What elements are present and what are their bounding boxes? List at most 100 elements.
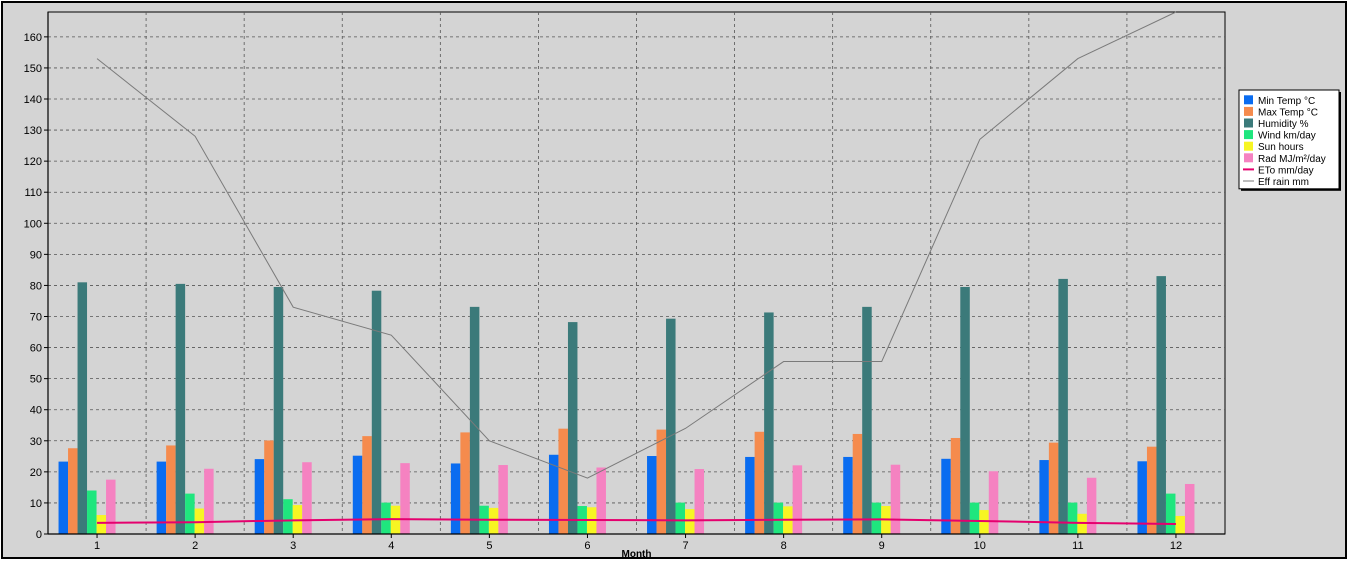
axes-layer: 0102030405060708090100110120130140150160… xyxy=(24,12,1225,560)
x-tick-label: 5 xyxy=(486,540,492,552)
y-tick-label: 160 xyxy=(24,32,42,44)
x-axis-title: Month xyxy=(622,549,652,560)
legend-label: ETo mm/day xyxy=(1258,165,1314,176)
bar-sun xyxy=(1077,513,1087,534)
bar-max xyxy=(1146,446,1157,534)
bar-humidity xyxy=(1156,276,1166,534)
bar-rad xyxy=(302,462,312,534)
bar-humidity xyxy=(960,286,970,534)
lines-layer xyxy=(96,11,1177,526)
bar-wind xyxy=(675,502,686,534)
bar-humidity xyxy=(764,312,774,534)
x-tick-label: 6 xyxy=(584,540,590,552)
bar-rad xyxy=(792,465,803,534)
bar-humidity xyxy=(666,318,676,534)
bar-min xyxy=(58,461,69,534)
x-tick-label: 1 xyxy=(94,540,100,552)
bar-min xyxy=(745,456,755,534)
bar-rad xyxy=(1184,483,1195,534)
bar-sun xyxy=(979,510,989,534)
grid-layer xyxy=(47,11,1226,535)
y-tick-label: 120 xyxy=(24,156,42,168)
bar-wind xyxy=(969,502,980,534)
bar-wind xyxy=(1067,502,1078,534)
bar-wind xyxy=(773,502,784,534)
bar-rad xyxy=(204,468,214,534)
bar-max xyxy=(558,428,568,534)
bar-max xyxy=(656,429,667,534)
bar-humidity xyxy=(1058,278,1068,534)
bar-wind xyxy=(1165,493,1176,534)
legend-box xyxy=(1238,89,1340,190)
x-tick-label: 11 xyxy=(1072,540,1083,552)
bar-rad xyxy=(498,465,508,534)
bar-min xyxy=(843,456,853,534)
bar-max xyxy=(1048,442,1059,534)
bar-max xyxy=(264,440,274,534)
bar-rad xyxy=(596,467,606,534)
legend-label: Sun hours xyxy=(1258,142,1304,153)
bar-rad xyxy=(106,479,116,534)
bar-rad xyxy=(890,464,901,534)
y-tick-label: 140 xyxy=(24,94,42,106)
y-tick-label: 60 xyxy=(30,343,42,355)
bar-rad xyxy=(694,469,705,534)
bar-min xyxy=(352,455,363,534)
legend-swatch xyxy=(1244,95,1253,105)
x-tick-label: 7 xyxy=(682,540,688,552)
legend-swatch xyxy=(1244,153,1253,163)
bar-humidity xyxy=(175,283,186,534)
y-tick-label: 30 xyxy=(30,436,42,448)
x-tick-label: 12 xyxy=(1170,540,1182,552)
x-tick-label: 2 xyxy=(192,540,198,552)
bar-min xyxy=(941,458,951,534)
bar-min xyxy=(647,456,657,534)
bar-max xyxy=(754,431,765,534)
series-line-eff xyxy=(96,11,1177,479)
bar-wind xyxy=(185,493,195,534)
bar-sun xyxy=(1175,515,1185,534)
bar-sun xyxy=(685,509,695,534)
bar-wind xyxy=(871,502,882,534)
y-tick-label: 90 xyxy=(30,249,42,261)
y-tick-label: 100 xyxy=(24,218,42,230)
y-tick-label: 70 xyxy=(30,312,42,324)
bar-min xyxy=(548,454,559,534)
x-tick-label: 10 xyxy=(974,540,986,552)
y-tick-label: 50 xyxy=(30,374,42,386)
bar-min xyxy=(254,459,265,534)
bar-sun xyxy=(96,515,107,534)
bar-humidity xyxy=(862,306,872,534)
x-tick-label: 8 xyxy=(781,540,787,552)
y-tick-label: 40 xyxy=(30,405,42,417)
bar-rad xyxy=(1086,477,1097,534)
bar-min xyxy=(450,463,461,534)
legend-label: Wind km/day xyxy=(1258,131,1316,142)
bar-wind xyxy=(87,490,97,534)
bar-sun xyxy=(488,507,499,534)
legend-label: Rad MJ/m²/day xyxy=(1258,154,1326,165)
bar-humidity xyxy=(273,286,284,534)
y-tick-label: 80 xyxy=(30,280,42,292)
y-tick-label: 0 xyxy=(36,529,42,541)
legend-swatch xyxy=(1244,130,1253,140)
bar-humidity xyxy=(371,290,382,534)
y-tick-label: 150 xyxy=(24,63,42,75)
series-line-eto xyxy=(97,518,1176,526)
legend-swatch xyxy=(1244,141,1253,151)
bar-max xyxy=(166,445,176,534)
bar-max xyxy=(950,437,961,534)
bar-rad xyxy=(400,463,410,534)
legend-label: Eff rain mm xyxy=(1258,177,1309,188)
bar-max xyxy=(852,433,863,534)
x-tick-label: 9 xyxy=(879,540,885,552)
bar-humidity xyxy=(567,322,578,534)
bar-max xyxy=(362,436,372,534)
bar-humidity xyxy=(469,306,480,534)
y-tick-label: 130 xyxy=(24,125,42,137)
y-tick-label: 10 xyxy=(30,498,42,510)
legend-swatch xyxy=(1244,106,1253,116)
